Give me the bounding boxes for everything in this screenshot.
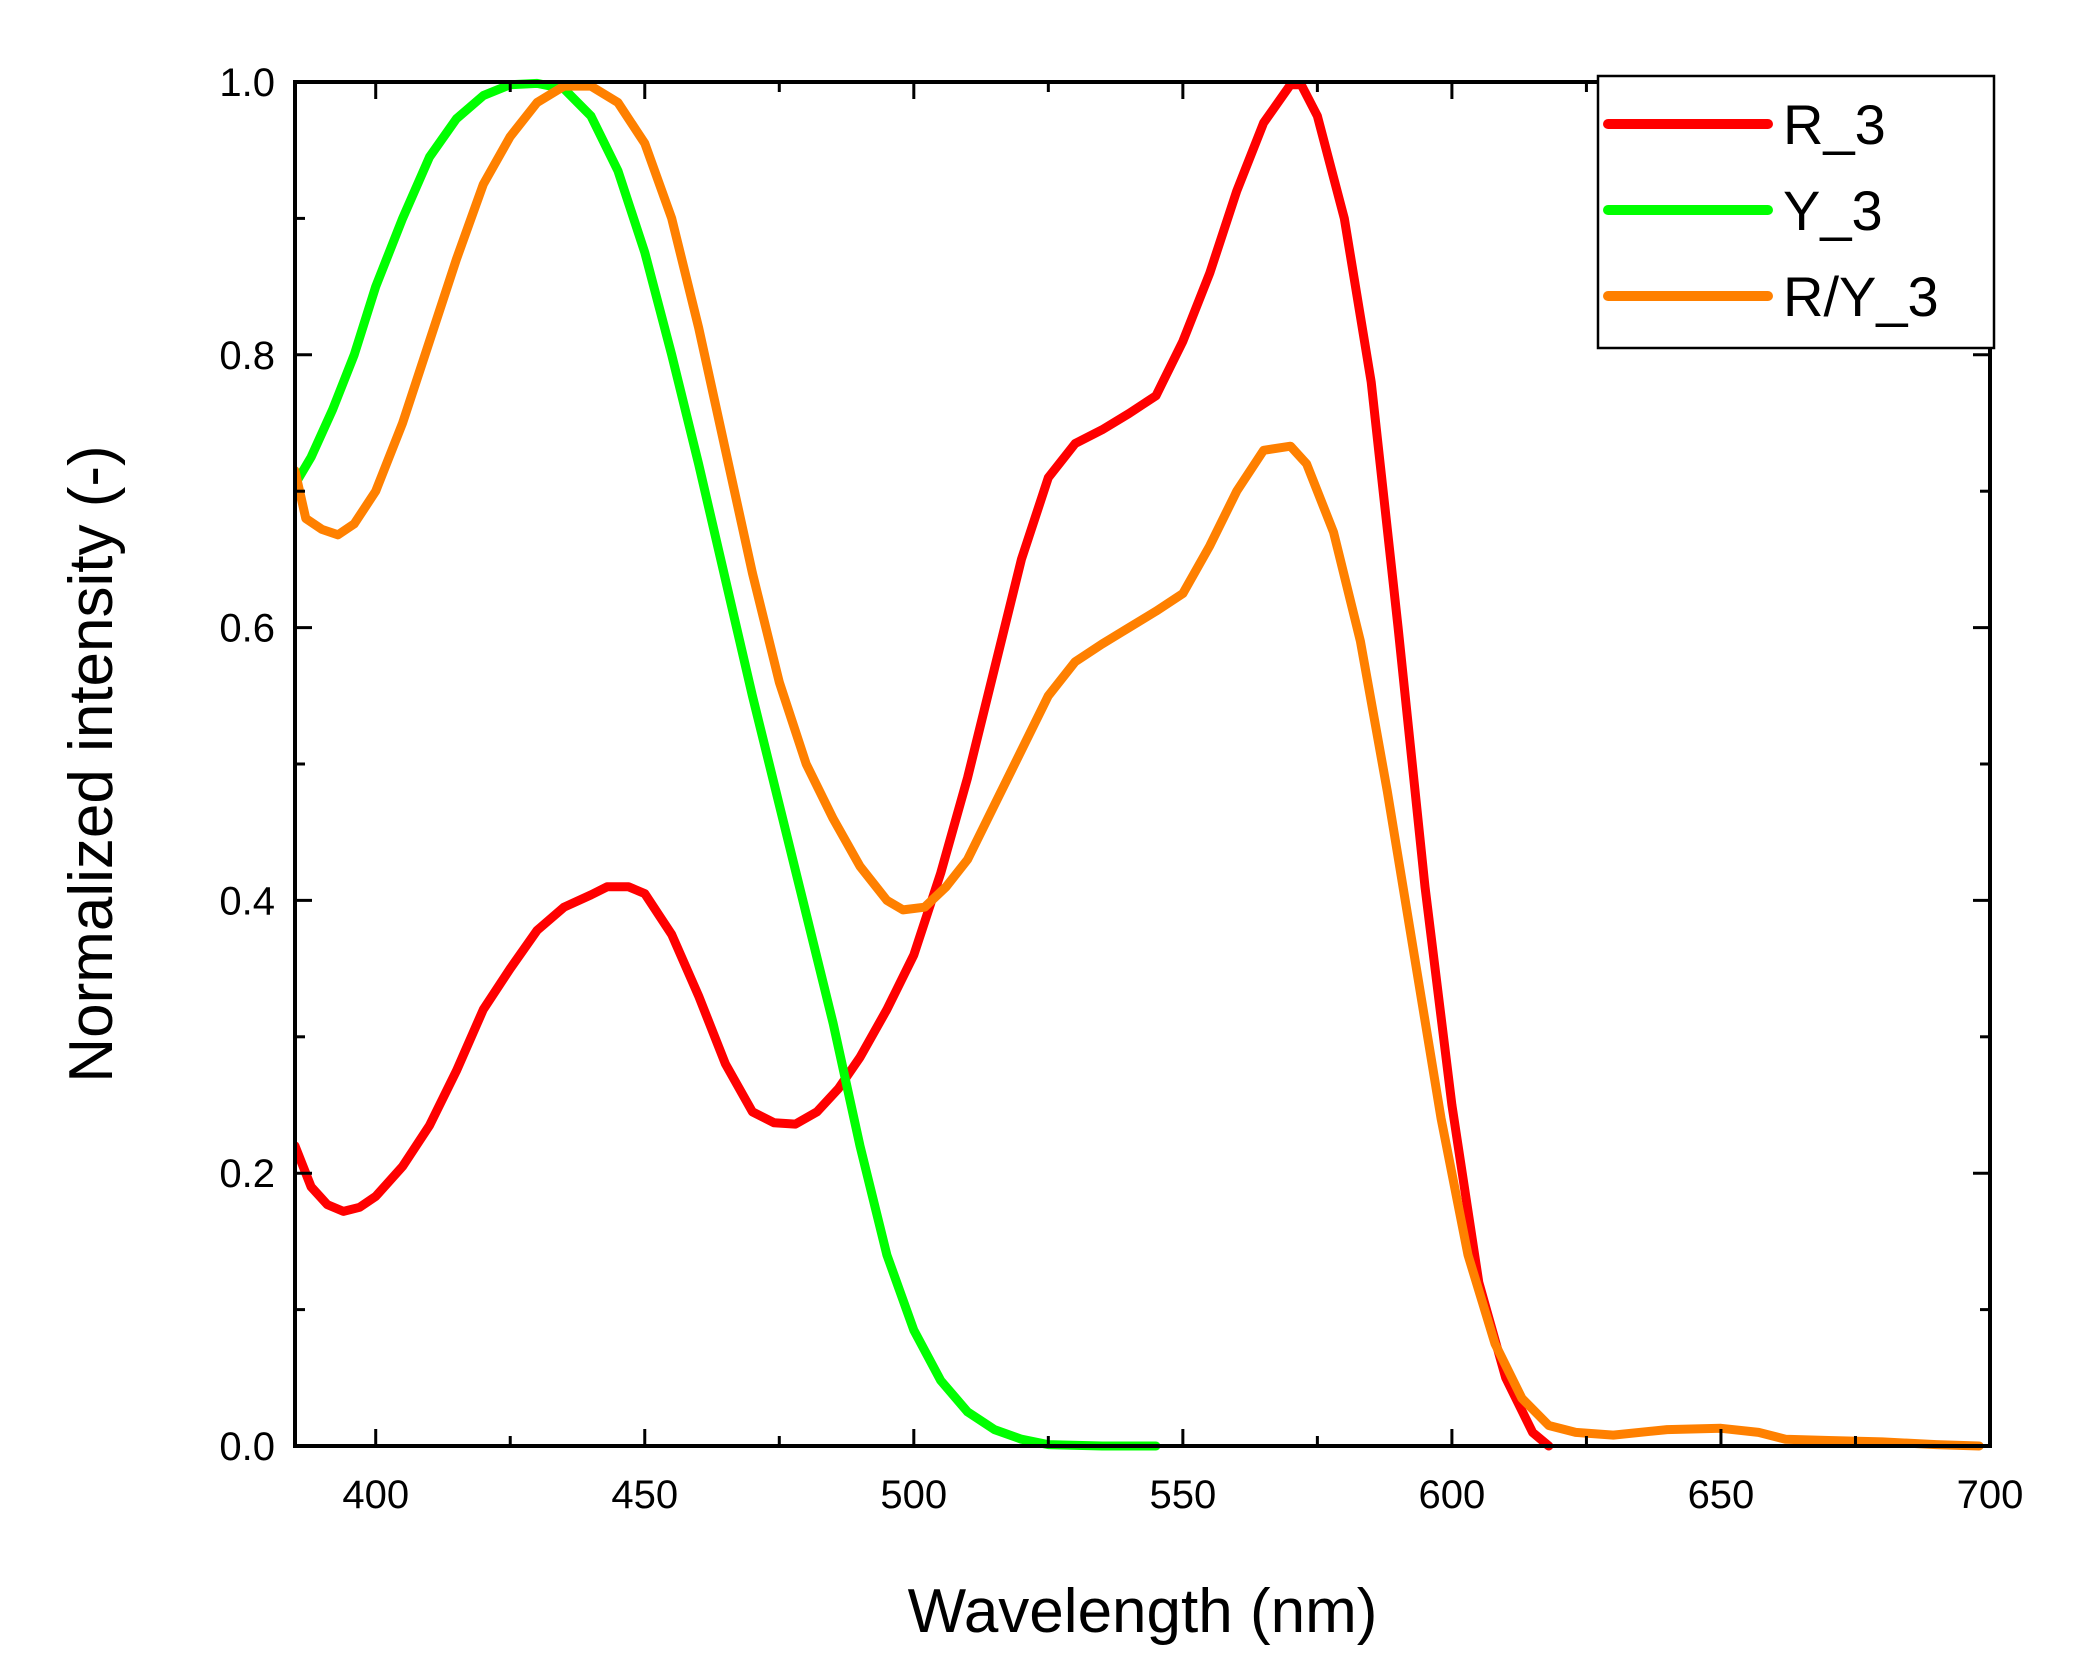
x-axis-title: Wavelength (nm)	[908, 1577, 1378, 1646]
x-tick-label: 450	[611, 1473, 678, 1517]
x-tick-label: 400	[342, 1473, 409, 1517]
x-tick-label: 550	[1149, 1473, 1216, 1517]
series-line-2	[295, 81, 1984, 1451]
y-tick-label: 0.4	[219, 879, 275, 923]
series-line-1	[295, 78, 1161, 1451]
y-tick-label: 1.0	[219, 61, 275, 105]
series-layer	[295, 78, 1984, 1451]
y-tick-label: 0.2	[219, 1152, 275, 1196]
x-tick-label: 600	[1419, 1473, 1486, 1517]
legend-label-0: R_3	[1783, 93, 1886, 156]
legend-label-2: R/Y_3	[1783, 265, 1939, 328]
x-tick-label: 650	[1688, 1473, 1755, 1517]
x-tick-label: 500	[880, 1473, 947, 1517]
y-tick-label: 0.0	[219, 1425, 275, 1469]
y-tick-label: 0.6	[219, 607, 275, 651]
y-axis-title: Normalized intensity (-)	[57, 445, 126, 1082]
legend-label-1: Y_3	[1783, 179, 1883, 242]
series-line-0	[295, 80, 1554, 1451]
axis-tick-labels: 400 450 500 550 600 650 700 0.0 0.2 0.4 0.6 0.8 1.0	[219, 61, 2023, 1517]
y-tick-label: 0.8	[219, 334, 275, 378]
legend: R_3 Y_3 R/Y_3	[1596, 74, 1996, 350]
x-tick-label: 700	[1957, 1473, 2024, 1517]
